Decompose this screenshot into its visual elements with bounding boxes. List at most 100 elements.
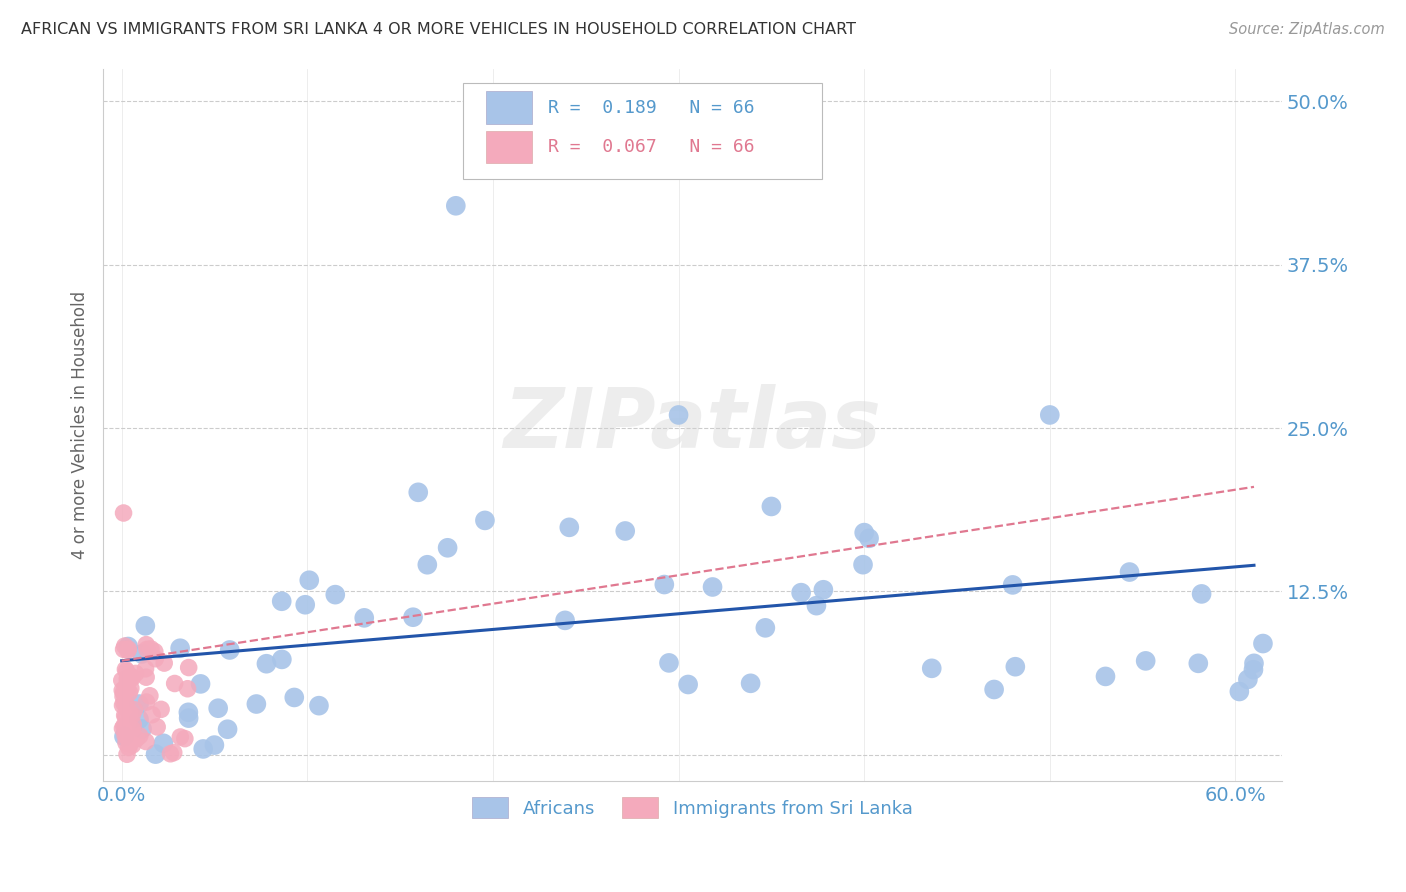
Point bbox=[122, 717, 145, 731]
Point bbox=[152, 736, 174, 750]
Point bbox=[740, 676, 762, 690]
Point bbox=[120, 681, 142, 696]
FancyBboxPatch shape bbox=[486, 91, 533, 124]
Point bbox=[858, 531, 880, 545]
Point bbox=[444, 199, 467, 213]
Point bbox=[416, 558, 439, 572]
Text: ZIPatlas: ZIPatlas bbox=[503, 384, 882, 466]
Point bbox=[1135, 654, 1157, 668]
Point bbox=[1039, 408, 1062, 422]
Point bbox=[702, 580, 724, 594]
Point bbox=[177, 660, 200, 674]
FancyBboxPatch shape bbox=[463, 83, 823, 179]
Point bbox=[111, 683, 134, 698]
Point bbox=[124, 703, 146, 717]
Point bbox=[117, 673, 139, 687]
Point bbox=[115, 678, 138, 692]
Point bbox=[117, 717, 139, 731]
Point bbox=[436, 541, 458, 555]
Point bbox=[139, 689, 162, 703]
Point bbox=[115, 736, 138, 750]
Point bbox=[173, 731, 195, 746]
Point bbox=[111, 722, 134, 736]
Point bbox=[115, 747, 138, 762]
Point bbox=[1243, 657, 1265, 671]
Point bbox=[177, 706, 200, 720]
Point bbox=[111, 673, 134, 688]
Text: R =  0.189   N = 66: R = 0.189 N = 66 bbox=[547, 99, 754, 117]
Point bbox=[308, 698, 330, 713]
Point bbox=[112, 730, 135, 744]
Legend: Africans, Immigrants from Sri Lanka: Africans, Immigrants from Sri Lanka bbox=[465, 790, 920, 825]
Point bbox=[658, 656, 681, 670]
Point bbox=[114, 709, 136, 723]
Point bbox=[121, 722, 143, 736]
Point bbox=[117, 703, 139, 717]
Point bbox=[1191, 587, 1213, 601]
Point bbox=[294, 598, 316, 612]
Point bbox=[1118, 565, 1140, 579]
Point bbox=[135, 638, 157, 652]
Point bbox=[128, 697, 150, 711]
Point bbox=[134, 619, 156, 633]
Point bbox=[131, 647, 153, 661]
Point bbox=[790, 585, 813, 599]
Point bbox=[114, 729, 136, 743]
Point bbox=[139, 641, 162, 656]
Point bbox=[754, 621, 776, 635]
Point bbox=[112, 690, 135, 704]
Point bbox=[135, 734, 157, 748]
Text: R =  0.067   N = 66: R = 0.067 N = 66 bbox=[547, 138, 754, 156]
Point bbox=[143, 651, 166, 665]
Point bbox=[131, 722, 153, 736]
Point bbox=[128, 712, 150, 726]
Point bbox=[207, 701, 229, 715]
Point bbox=[145, 747, 167, 761]
Point bbox=[114, 662, 136, 676]
Point bbox=[112, 719, 135, 733]
Point bbox=[270, 652, 292, 666]
Point bbox=[117, 682, 139, 697]
Point bbox=[402, 610, 425, 624]
Point bbox=[111, 698, 134, 713]
Point bbox=[668, 408, 690, 422]
Point bbox=[118, 685, 141, 699]
Point bbox=[169, 641, 191, 656]
Point bbox=[163, 676, 186, 690]
Point bbox=[853, 525, 876, 540]
Point bbox=[115, 697, 138, 711]
Point bbox=[124, 666, 146, 681]
Point bbox=[1227, 684, 1250, 698]
Point bbox=[1094, 669, 1116, 683]
Point bbox=[112, 696, 135, 710]
Point bbox=[121, 671, 143, 685]
Point bbox=[118, 706, 141, 721]
Point bbox=[177, 711, 200, 725]
Point bbox=[150, 702, 173, 716]
Point bbox=[146, 720, 169, 734]
Point bbox=[117, 640, 139, 654]
Point bbox=[218, 643, 240, 657]
Point bbox=[554, 613, 576, 627]
Point bbox=[163, 746, 186, 760]
Point bbox=[245, 697, 267, 711]
Point bbox=[852, 558, 875, 572]
Point bbox=[176, 681, 198, 696]
Point bbox=[121, 738, 143, 752]
Point bbox=[406, 485, 429, 500]
Point bbox=[153, 656, 176, 670]
Point bbox=[190, 677, 212, 691]
Point bbox=[135, 662, 157, 676]
Point bbox=[474, 513, 496, 527]
Point bbox=[283, 690, 305, 705]
Text: Source: ZipAtlas.com: Source: ZipAtlas.com bbox=[1229, 22, 1385, 37]
Point bbox=[1243, 663, 1265, 677]
Point bbox=[254, 657, 277, 671]
Point bbox=[114, 708, 136, 723]
Point bbox=[118, 740, 141, 755]
Point bbox=[117, 643, 139, 657]
Point bbox=[115, 729, 138, 743]
Point bbox=[125, 731, 148, 746]
Point bbox=[761, 500, 783, 514]
Point bbox=[117, 672, 139, 686]
